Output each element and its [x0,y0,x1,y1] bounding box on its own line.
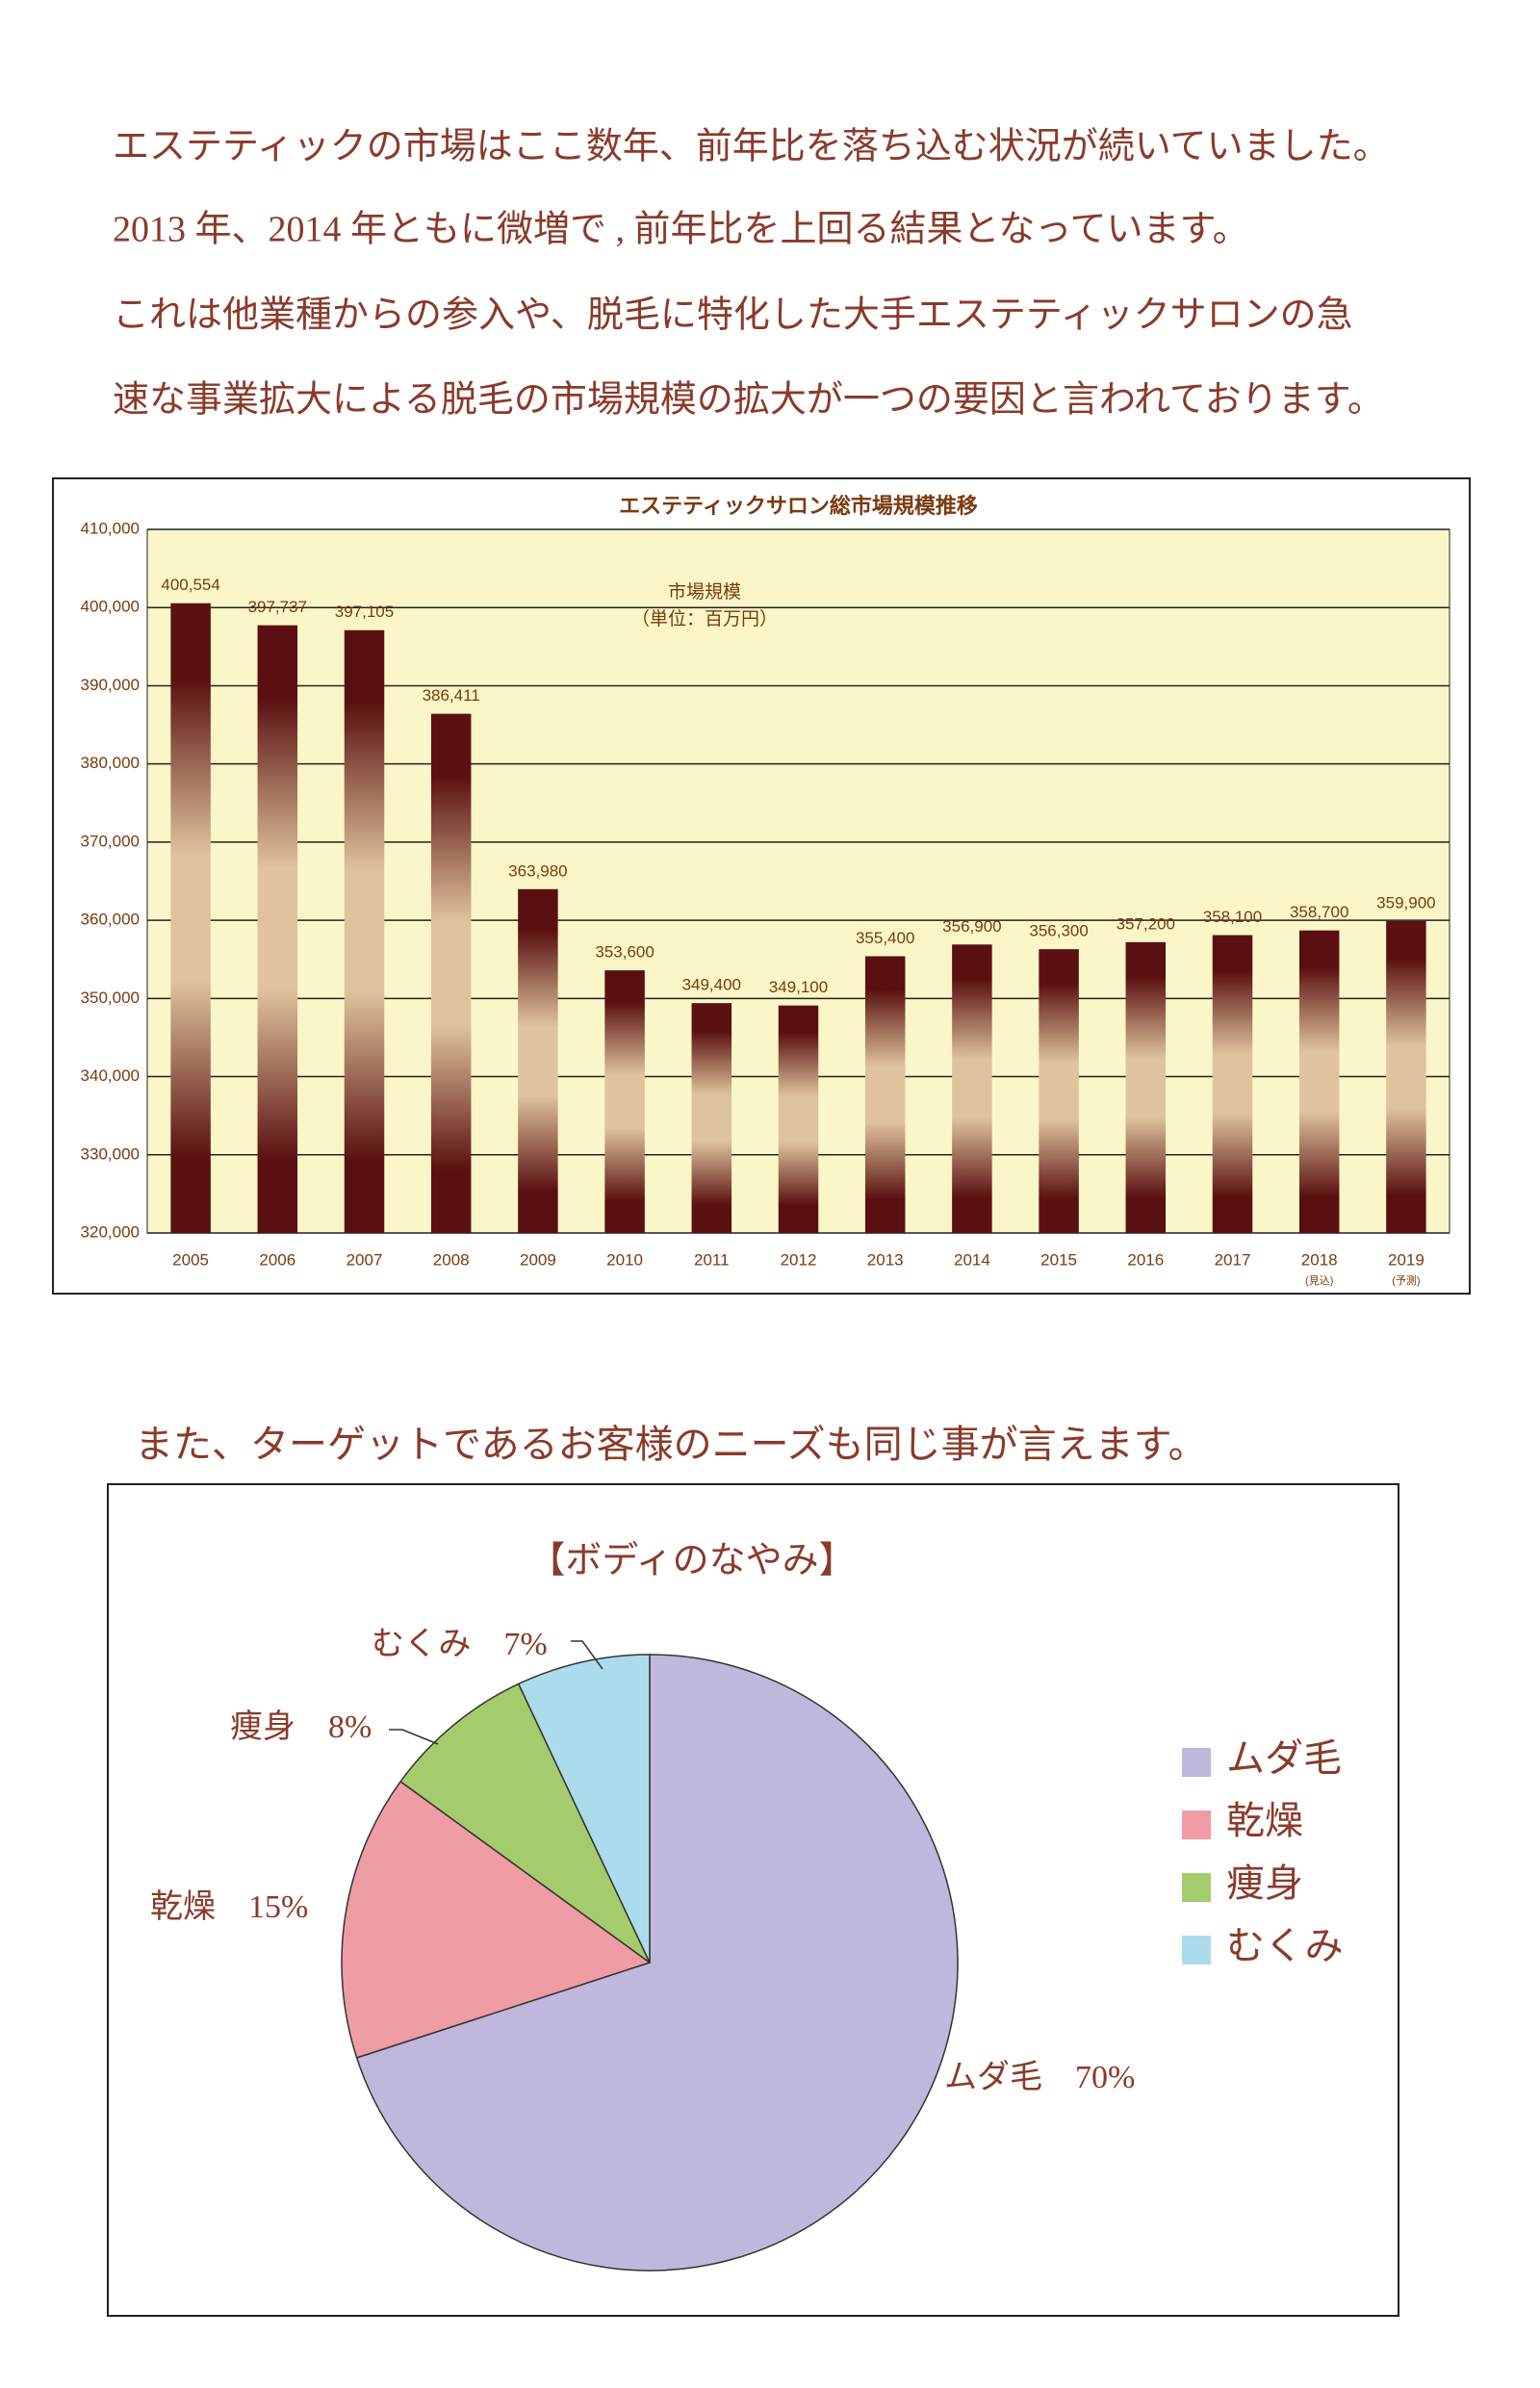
bar [778,1005,819,1233]
chart-title: エステティックサロン総市場規模推移 [619,494,978,518]
slice-label: むくみ 7% [372,1627,548,1662]
legend-label: むくみ [1226,1924,1344,1967]
leader-line [571,1640,603,1670]
slice-label: 乾燥 15% [150,1888,308,1925]
bar [1039,949,1079,1233]
y-tick-label: 410,000 [81,519,140,537]
value-label: 356,900 [942,917,1001,936]
y-tick-label: 400,000 [81,598,140,616]
bar [691,1003,732,1233]
value-label: 349,100 [769,978,828,996]
bar [1125,941,1167,1233]
x-tick-label: 2010 [606,1250,643,1269]
value-label: 397,105 [335,603,394,621]
pie-slice [399,1682,651,1964]
slice-label: 痩身 8% [230,1708,372,1745]
y-tick-label: 390,000 [81,676,140,694]
x-tick-label: 2018 [1301,1250,1338,1269]
value-label: 386,411 [423,686,480,705]
value-label: 397,737 [248,598,307,616]
x-tick-label: 2014 [954,1250,990,1269]
y-tick-label: 360,000 [81,911,140,929]
bar [604,970,645,1233]
x-tick-label: 2008 [433,1250,470,1269]
legend-label: 乾燥 [1226,1799,1303,1842]
value-label: 358,100 [1203,908,1262,926]
slice-category: 痩身 [230,1708,295,1745]
paragraph: 速な事業拡大による脱毛の市場規模の拡大が一つの要因と言われております。 [113,380,1384,421]
slice-category: 乾燥 [150,1888,216,1925]
slice-value: 15% [248,1889,308,1925]
slice-value: 8% [328,1709,372,1745]
slice-value: 7% [503,1627,547,1662]
bar [1386,920,1426,1233]
value-label: 358,700 [1290,903,1348,921]
value-label: 353,600 [595,943,654,962]
leader-line [389,1729,439,1745]
x-tick-label: 2007 [346,1250,383,1269]
legend-swatch [1182,1748,1211,1777]
bar [344,629,385,1233]
annotation: （単位：百万円） [631,608,778,629]
x-tick-note: (見込) [1305,1274,1333,1287]
x-tick-label: 2009 [520,1250,556,1269]
bar [864,956,906,1233]
pie-slice [341,1780,652,2059]
x-tick-label: 2019 [1388,1250,1424,1269]
bar [257,625,298,1233]
pie-slice [517,1654,651,1964]
x-tick-label: 2015 [1040,1250,1077,1269]
slice-category: ムダ毛 [944,2059,1042,2095]
pie-slice [355,1654,959,2272]
legend-swatch [1182,1873,1211,1902]
x-tick-label: 2006 [259,1250,295,1269]
bar [1212,935,1253,1233]
slice-value: 70% [1075,2060,1135,2095]
slice-label: ムダ毛 70% [944,2059,1135,2095]
x-tick-label: 2011 [694,1250,730,1269]
value-label: 359,900 [1376,893,1435,912]
slice-category: むくみ [372,1627,471,1662]
paragraph: 2013 年、2014 年ともに微増で , 前年比を上回る結果となっています。 [113,210,1249,250]
value-label: 349,400 [682,976,741,994]
annotation: 市場規模 [668,581,741,603]
x-tick-label: 2012 [781,1250,817,1269]
y-tick-label: 370,000 [81,832,140,850]
caption: また、ターゲットであるお客様のニーズも同じ事が言えます。 [135,1423,1207,1466]
bar [952,944,992,1233]
y-tick-label: 380,000 [81,754,140,772]
paragraph: これは他業種からの参入や、脱毛に特化した大手エステティックサロンの急 [113,295,1353,336]
value-label: 400,554 [161,576,219,594]
value-label: 357,200 [1116,914,1175,933]
bar [170,603,211,1233]
bar [1298,930,1340,1233]
x-tick-note: (予測) [1392,1273,1420,1287]
y-tick-label: 350,000 [81,989,140,1007]
x-tick-label: 2016 [1127,1250,1164,1269]
bar [518,888,558,1233]
y-tick-label: 340,000 [81,1066,140,1085]
y-tick-label: 320,000 [81,1222,140,1241]
legend-swatch [1182,1810,1211,1839]
legend-label: 痩身 [1226,1862,1303,1905]
legend-swatch [1182,1936,1211,1964]
x-tick-label: 2017 [1215,1250,1251,1269]
x-tick-label: 2013 [867,1250,904,1269]
paragraph: エステティックの市場はここ数年、前年比を落ち込む状況が続いていました。 [113,127,1390,167]
bar [430,713,472,1233]
value-label: 356,300 [1029,922,1088,940]
value-label: 363,980 [508,861,567,880]
value-label: 355,400 [856,929,914,947]
y-tick-label: 330,000 [81,1144,140,1163]
legend-label: ムダ毛 [1226,1736,1342,1780]
x-tick-label: 2005 [172,1250,209,1269]
chart-title: 【ボディのなやみ】 [528,1541,855,1581]
